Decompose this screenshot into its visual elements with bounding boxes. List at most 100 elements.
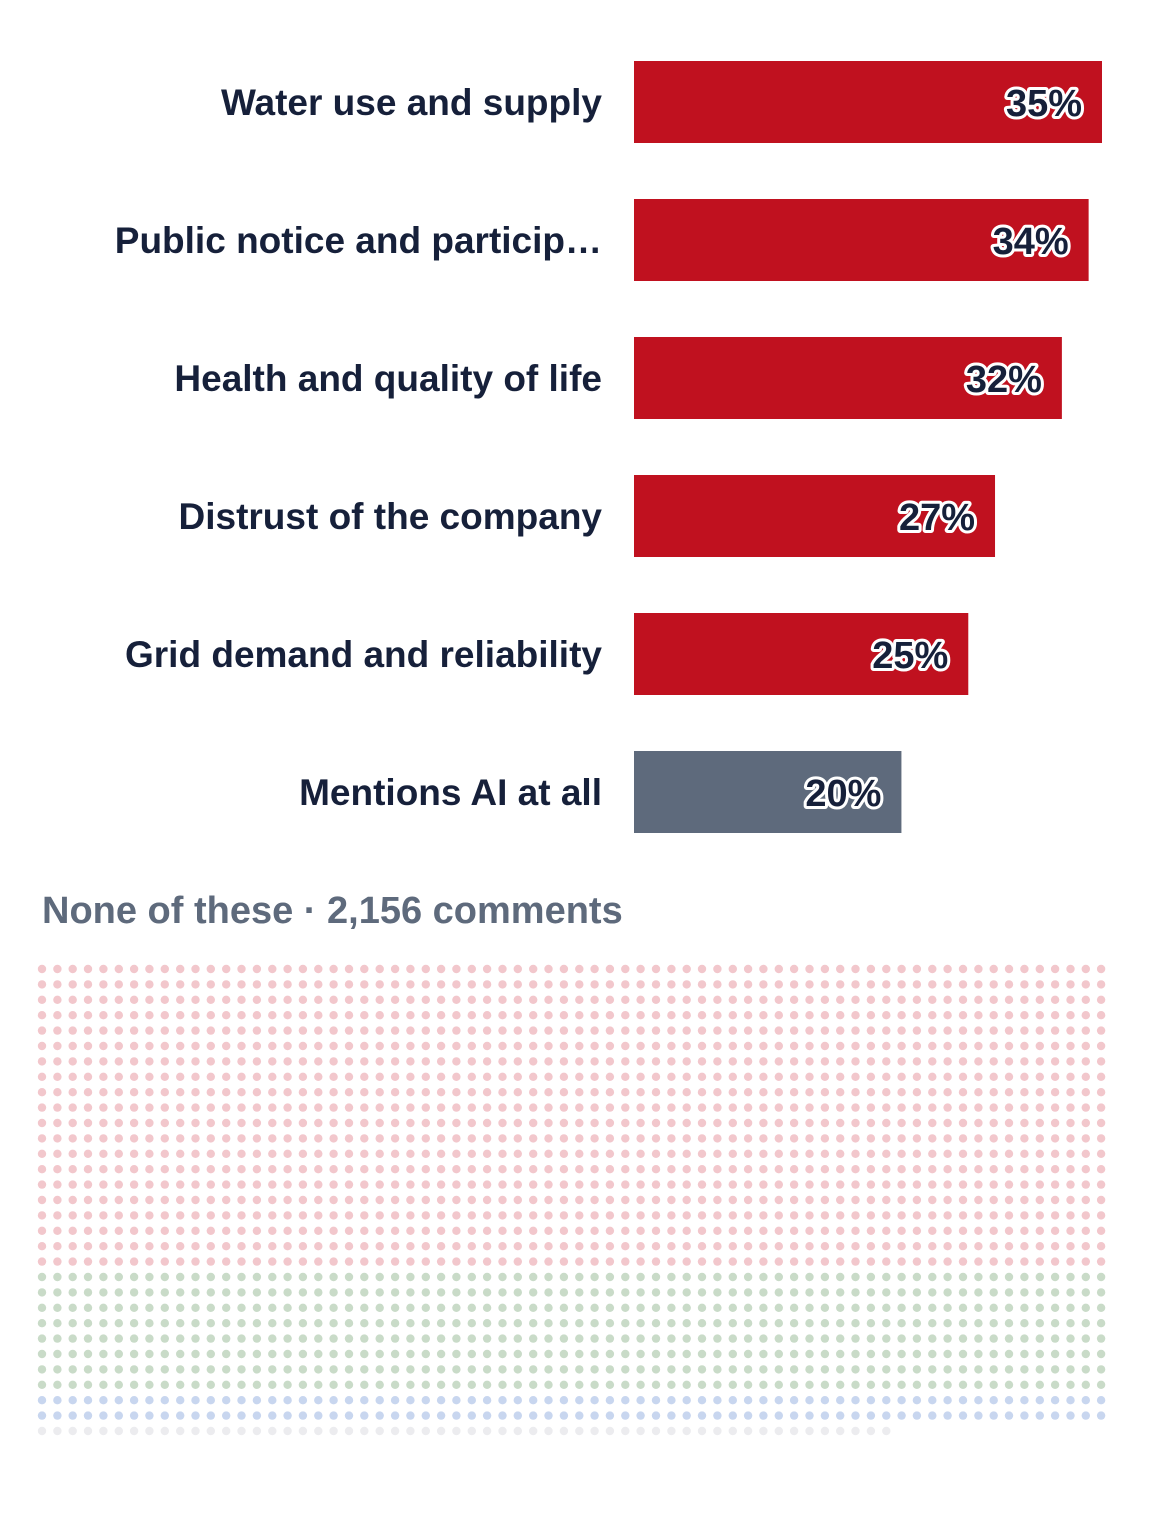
comment-dot <box>682 1257 691 1266</box>
comment-dot <box>651 1180 661 1189</box>
comment-dot <box>53 1149 62 1159</box>
comment-dot <box>743 1149 753 1159</box>
comment-dot <box>436 1103 446 1112</box>
comment-dot <box>298 1088 308 1097</box>
comment-dot <box>298 1165 308 1174</box>
comment-dot <box>774 1088 783 1097</box>
comment-dot <box>421 1026 430 1035</box>
comment-dot <box>314 1118 323 1128</box>
comment-dot <box>252 1165 262 1174</box>
comment-dot <box>636 1257 645 1266</box>
comment-dot <box>191 1088 200 1097</box>
comment-dot <box>989 1026 998 1035</box>
comment-dot <box>897 1011 906 1020</box>
comment-dot <box>37 1411 47 1420</box>
comment-dot <box>544 1272 553 1282</box>
comment-dot <box>866 1426 876 1436</box>
comment-dot <box>974 964 983 974</box>
comment-dot <box>575 980 584 989</box>
comment-dot <box>390 1088 400 1097</box>
comment-dot <box>375 1011 384 1020</box>
comment-dot <box>99 1165 108 1174</box>
comment-dot <box>697 980 707 989</box>
comment-dot <box>805 1149 814 1159</box>
comment-dot <box>912 1041 922 1051</box>
comment-dot <box>436 964 446 974</box>
comment-dot <box>268 1303 277 1313</box>
comment-dot <box>482 1165 492 1174</box>
comment-dot <box>805 1426 814 1436</box>
comment-dot <box>406 1288 415 1297</box>
comment-dot <box>820 1180 830 1189</box>
comment-dot <box>697 1319 707 1328</box>
comment-dot <box>191 1349 200 1359</box>
comment-dot <box>252 1288 262 1297</box>
comment-dot <box>651 1396 661 1405</box>
comment-dot <box>559 1134 569 1143</box>
comment-dot <box>375 980 384 989</box>
comment-dot <box>1050 1257 1060 1266</box>
comment-dot <box>544 1349 553 1359</box>
comment-dot <box>590 1257 599 1266</box>
comment-dot <box>836 1103 845 1112</box>
comment-dot <box>498 1242 507 1251</box>
comment-dot <box>759 1041 768 1051</box>
comment-dot <box>344 1426 354 1436</box>
comment-dot <box>743 1165 753 1174</box>
comment-dot <box>206 1118 215 1128</box>
comment-dot <box>206 1426 215 1436</box>
comment-dot <box>529 1365 538 1374</box>
comment-dot <box>83 1257 93 1266</box>
comment-dot <box>114 1165 124 1174</box>
comment-dot <box>1081 1026 1091 1035</box>
comment-dot <box>114 1134 124 1143</box>
comment-dot <box>820 980 830 989</box>
comment-dot <box>53 1396 62 1405</box>
comment-dot <box>774 1411 783 1420</box>
comment-dot <box>989 1226 998 1236</box>
comment-dot <box>713 1149 722 1159</box>
comment-dot <box>329 1057 338 1066</box>
comment-dot <box>529 1072 538 1082</box>
comment-dot <box>544 1426 553 1436</box>
comment-dot <box>53 1226 62 1236</box>
comment-dot <box>713 1195 722 1205</box>
comment-dot <box>83 995 93 1004</box>
category-label: Distrust of the company <box>179 496 603 537</box>
comment-dot <box>329 1257 338 1266</box>
comment-dot <box>544 1041 553 1051</box>
comment-dot <box>344 1041 354 1051</box>
comment-dot <box>897 1103 906 1112</box>
comment-dot <box>406 1257 415 1266</box>
comment-dot <box>866 1380 876 1390</box>
comment-dot <box>53 1211 62 1220</box>
comment-dot <box>467 1195 476 1205</box>
comment-dot <box>651 1072 661 1082</box>
comment-dot <box>621 1180 630 1189</box>
comment-dot <box>390 1011 400 1020</box>
comment-dot <box>820 1041 830 1051</box>
comment-dot <box>713 980 722 989</box>
comment-dot <box>1004 1365 1014 1374</box>
comment-dot <box>482 1011 492 1020</box>
comment-dot <box>498 1288 507 1297</box>
comment-dot <box>882 1088 891 1097</box>
comment-dot <box>575 1349 584 1359</box>
comment-dot <box>268 1257 277 1266</box>
comment-dot <box>375 1134 384 1143</box>
comment-dot <box>1050 1134 1060 1143</box>
comment-dot <box>252 1272 262 1282</box>
comment-dot <box>252 1211 262 1220</box>
comment-dot <box>1081 1288 1091 1297</box>
comment-dot <box>436 1211 446 1220</box>
comment-dot <box>575 1165 584 1174</box>
comment-dot <box>360 1334 369 1343</box>
comment-dot <box>298 1257 308 1266</box>
comment-dot <box>99 995 108 1004</box>
comment-dot <box>99 1257 108 1266</box>
comment-dot <box>575 1211 584 1220</box>
comment-dot <box>529 1211 538 1220</box>
comment-dot <box>145 1088 154 1097</box>
comment-dot <box>452 1057 461 1066</box>
comment-dot <box>513 995 522 1004</box>
